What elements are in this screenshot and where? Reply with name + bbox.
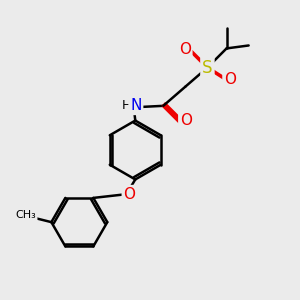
Text: O: O [179, 42, 191, 57]
Text: O: O [123, 187, 135, 202]
Text: N: N [130, 98, 142, 113]
Text: O: O [224, 72, 236, 87]
Text: CH₃: CH₃ [15, 210, 36, 220]
Text: S: S [202, 58, 213, 76]
Text: H: H [122, 99, 131, 112]
Text: O: O [180, 113, 192, 128]
